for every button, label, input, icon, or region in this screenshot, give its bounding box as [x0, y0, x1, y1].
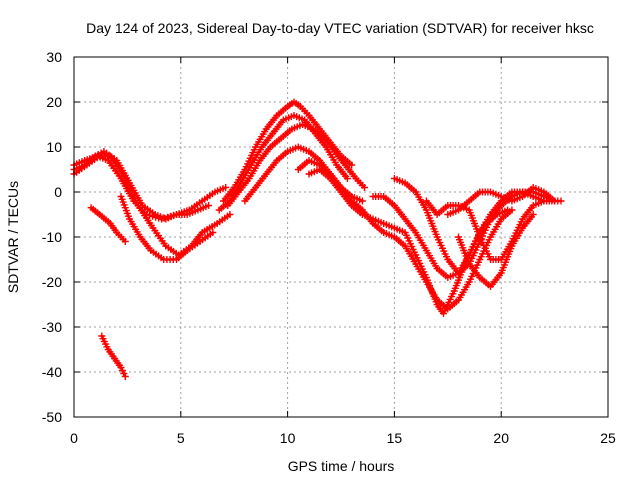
y-tick-label: -30	[42, 319, 62, 335]
y-tick-label: 0	[54, 184, 62, 200]
x-axis-label: GPS time / hours	[288, 458, 395, 474]
data-point-marker	[504, 206, 512, 214]
y-tick-label: 20	[46, 94, 62, 110]
series-arc-9	[224, 121, 368, 209]
data-point-marker	[348, 161, 356, 169]
x-tick-label: 15	[387, 430, 403, 446]
data-point-marker	[121, 373, 129, 380]
x-tick-labels: 0 5 10 15 20 25	[70, 430, 616, 446]
series-arc-15	[422, 197, 548, 263]
data-point-marker	[557, 197, 565, 205]
y-tick-label: -50	[42, 409, 62, 425]
y-tick-labels: -50 -40 -30 -20 -10 0 10 20 30	[42, 49, 62, 425]
axis-ticks	[73, 56, 609, 418]
series-trace	[217, 114, 349, 212]
y-tick-label: 30	[46, 49, 62, 65]
data-point-marker	[540, 197, 548, 205]
data-point-marker	[551, 197, 559, 205]
series-arc-5	[87, 204, 129, 245]
data-point-marker	[529, 211, 537, 218]
data-point-marker	[121, 238, 129, 245]
y-tick-label: -40	[42, 364, 62, 380]
data-point-marker	[222, 184, 230, 191]
x-tick-label: 0	[70, 430, 78, 446]
grid-lines	[74, 57, 608, 417]
series-arc-6	[98, 332, 129, 380]
x-tick-label: 20	[493, 430, 509, 446]
data-point-marker	[205, 202, 213, 209]
y-tick-label: -20	[42, 274, 62, 290]
x-tick-label: 5	[177, 430, 185, 446]
series-arc-16	[444, 184, 559, 218]
series-arc-17	[455, 211, 537, 290]
x-tick-label: 25	[600, 430, 616, 446]
y-axis-label: SDTVAR / TECUs	[5, 181, 21, 293]
chart-title: Day 124 of 2023, Sidereal Day-to-day VTE…	[86, 20, 594, 36]
series-arc-4	[117, 193, 217, 263]
y-tick-label: 10	[46, 139, 62, 155]
data-point-marker	[343, 175, 351, 182]
data-series	[70, 98, 565, 380]
data-point-marker	[358, 197, 366, 205]
data-point-marker	[209, 229, 217, 236]
series-arc-3	[70, 152, 230, 223]
x-tick-label: 10	[280, 430, 296, 446]
data-point-marker	[226, 211, 234, 218]
data-point-marker	[361, 184, 368, 191]
y-tick-label: -10	[42, 229, 62, 245]
